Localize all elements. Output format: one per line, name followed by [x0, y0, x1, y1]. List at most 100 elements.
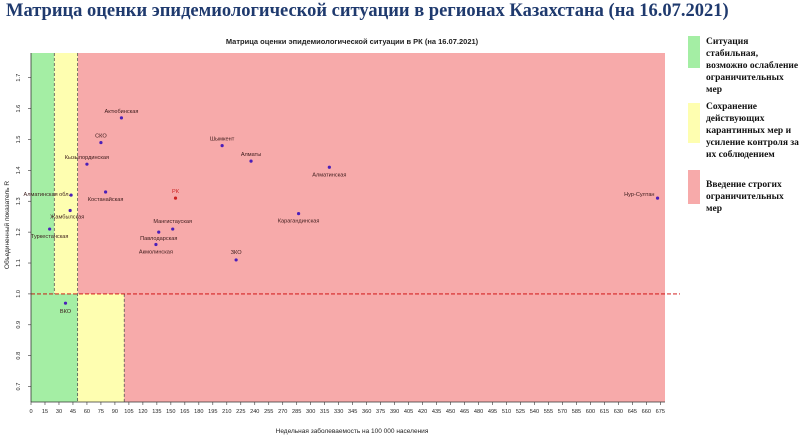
zone-red [77, 53, 665, 402]
legend-text-maintain: Сохранение действующих карантинных мер и… [706, 102, 799, 160]
data-point [85, 162, 89, 166]
y-tick-label: 0.7 [16, 383, 22, 391]
slide-title: Матрица оценки эпидемиологической ситуац… [6, 1, 729, 21]
x-tick-label: 255 [264, 409, 273, 415]
x-tick-label: 480 [474, 409, 483, 415]
point-label: Нур-Султан [624, 192, 654, 198]
x-tick-label: 120 [138, 409, 147, 415]
point-label: Кызылординская [65, 155, 109, 161]
data-point [99, 140, 103, 145]
x-tick-label: 540 [530, 409, 539, 415]
point-layer: Актюбинская СКО Кызылординская Шымкент Алмат… [24, 109, 660, 315]
x-tick-label: 270 [278, 409, 287, 415]
zone-green-upper [31, 53, 55, 294]
x-tick-label: 315 [320, 409, 329, 415]
y-axis-label: Объединенный показатель R [3, 181, 11, 269]
data-point [103, 190, 108, 194]
point-label: Костанайская [88, 196, 124, 203]
y-tick-label: 1.2 [16, 228, 22, 236]
x-tick-label: 585 [572, 409, 581, 415]
data-point [296, 212, 301, 216]
y-tick-label: 1.5 [16, 136, 22, 144]
x-tick-label: 660 [642, 409, 651, 415]
x-tick-label: 165 [180, 409, 189, 415]
zone-layer [31, 53, 665, 402]
legend-text-strict: Введение строгих ограничительных мер [706, 180, 784, 214]
x-tick-label: 0 [29, 409, 32, 415]
x-tick-label: 90 [112, 409, 118, 415]
x-tick-label: 645 [628, 409, 637, 415]
data-point [119, 116, 124, 120]
legend-text-stable: Ситуация стабильная, возможно ослабление… [706, 37, 799, 95]
data-point [154, 242, 158, 247]
x-tick-label: 390 [390, 409, 399, 415]
x-tick-label: 630 [614, 409, 623, 415]
x-tick-label: 225 [236, 409, 245, 415]
point-label: Алматинская обл. [24, 192, 71, 198]
data-point [655, 196, 660, 200]
x-tick-label: 195 [208, 409, 217, 415]
plot-frame [30, 53, 680, 403]
x-tick-label: 285 [292, 409, 301, 415]
x-tick-label: 30 [56, 409, 62, 415]
x-tick-label: 675 [656, 409, 665, 415]
x-tick-label: 330 [334, 409, 343, 415]
x-tick-label: 375 [376, 409, 385, 415]
x-tick-label: 180 [194, 409, 203, 415]
zone-green-lower [31, 293, 78, 402]
x-tick-label: 495 [488, 409, 497, 415]
x-tick-label: 210 [222, 409, 231, 415]
point-label: Алматы [241, 152, 261, 158]
x-tick-label: 345 [348, 409, 357, 415]
x-tick-label: 360 [362, 409, 371, 415]
y-tick-label: 1.7 [16, 74, 22, 82]
y-tick-label: 1.6 [16, 105, 22, 113]
legend-swatch-yellow [688, 103, 700, 143]
point-label: Павлодарская [140, 236, 177, 242]
x-tick-label: 570 [558, 409, 567, 415]
y-tick-label: 1.4 [16, 166, 22, 174]
legend-swatch-green [688, 36, 700, 68]
x-tick-label: 420 [418, 409, 427, 415]
x-axis-label: Недельная заболеваемость на 100 000 насе… [276, 427, 429, 435]
y-tick-label: 0.8 [16, 352, 22, 360]
point-label: Мангистауская [153, 219, 192, 225]
x-tick-label: 60 [84, 409, 90, 415]
x-tick-label: 615 [600, 409, 609, 415]
point-label: Алматинская [312, 172, 346, 178]
x-tick-label: 465 [460, 409, 469, 415]
tick-layer: 0 15 30 45 60 75 90 105 120 135 150 165 180 195 210 225… [16, 74, 665, 415]
y-tick-label: 0.9 [16, 321, 22, 329]
data-point [173, 196, 178, 200]
point-label: РК [172, 189, 180, 195]
point-label: ЗКО [231, 250, 243, 256]
x-tick-label: 510 [502, 409, 511, 415]
data-point [157, 230, 161, 234]
x-tick-label: 555 [544, 409, 553, 415]
x-tick-label: 405 [404, 409, 413, 415]
data-point [327, 165, 331, 169]
x-tick-label: 300 [306, 409, 315, 415]
x-tick-label: 75 [98, 409, 104, 415]
data-point [249, 159, 253, 163]
point-label: Акмолинская [139, 249, 173, 255]
chart-title: Матрица оценки эпидемиологической ситуац… [226, 37, 479, 46]
point-label: СКО [95, 134, 107, 140]
point-label: ВКО [60, 309, 72, 315]
point-label: Жамбылская [50, 215, 84, 221]
x-tick-label: 45 [70, 409, 76, 415]
zone-yellow-upper [54, 53, 78, 294]
point-label: Карагандинская [278, 219, 320, 225]
data-point [69, 193, 73, 197]
x-tick-label: 525 [516, 409, 525, 415]
legend-swatch-red [688, 170, 700, 204]
zone-yellow-lower [77, 293, 125, 402]
point-label: Шымкент [210, 137, 235, 143]
data-point [48, 227, 52, 231]
data-point [220, 144, 224, 148]
x-tick-label: 105 [124, 409, 133, 415]
data-point [171, 227, 175, 231]
point-label: Туркестанская [31, 234, 69, 240]
x-tick-label: 600 [586, 409, 595, 415]
